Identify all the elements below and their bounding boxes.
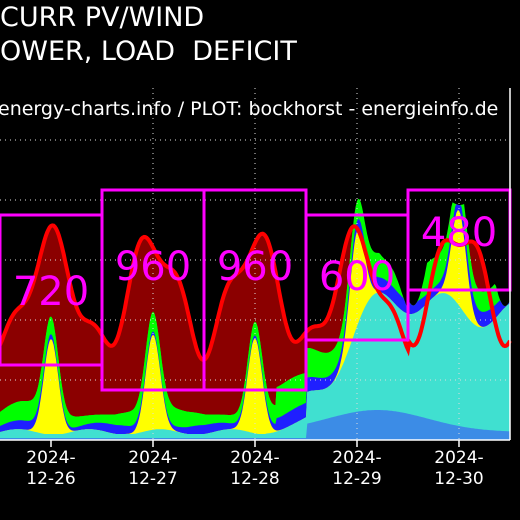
deficit-boxes: 720 960 960 600 480 [0, 188, 512, 392]
chart-title-line-1: CURR PV/WIND [0, 2, 205, 33]
load-line [0, 223, 512, 362]
x-tick-label: 2024- [26, 448, 75, 468]
x-tick-label: 2024- [332, 448, 381, 468]
x-tick-label: 12-28 [230, 469, 279, 489]
deficit-label: 960 [115, 244, 191, 290]
x-tick-label: 2024- [230, 448, 279, 468]
x-tick-label: 12-27 [128, 469, 177, 489]
x-tick-label: 2024- [128, 448, 177, 468]
below-load-fill [0, 88, 510, 440]
wind-onshore-area-front [0, 292, 510, 440]
chart-title-line-2: OWER, LOAD DEFICIT [0, 36, 297, 67]
deficit-label: 960 [217, 244, 293, 290]
source-note: energy-charts.info / PLOT: bockhorst - e… [0, 98, 498, 120]
deficit-label: 720 [13, 269, 89, 315]
x-tick-label: 12-26 [26, 469, 75, 489]
base-area-front [0, 410, 510, 440]
x-axis: 2024-12-262024-12-272024-12-282024-12-29… [26, 440, 484, 489]
x-tick-label: 12-29 [332, 469, 381, 489]
x-tick-label: 12-30 [434, 469, 483, 489]
area-layers [0, 88, 510, 440]
deficit-label: 480 [421, 210, 497, 256]
x-tick-label: 2024- [434, 448, 483, 468]
deficit-label: 600 [319, 254, 395, 300]
